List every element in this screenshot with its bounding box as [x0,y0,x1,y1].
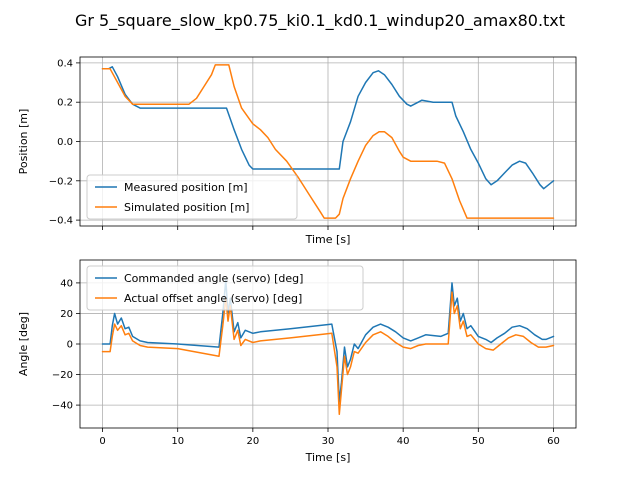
series-line-1 [101,66,555,190]
x-tick-label: 50 [472,436,485,447]
y-tick-label: −0.4 [49,216,73,227]
y-tick-label: 20 [60,309,73,320]
x-tick-label: 0 [99,436,105,447]
chart-panel-1: −0.4 −0.2 0.0 0.2 0.4 Time [s] Position [m] Mea… [17,56,577,246]
chart-title: Gr 5_square_slow_kp0.75_ki0.1_kd0.1_wind… [75,11,565,31]
x-axis-label: Time [s] [305,233,351,246]
y-tick-label: 0.0 [57,137,73,148]
y-tick-label: 40 [60,278,73,289]
y-tick-label: −20 [52,370,73,381]
legend-label: Commanded angle (servo) [deg] [124,272,303,285]
legend: Commanded angle (servo) [deg] Actual offs… [86,265,364,311]
y-axis-label: Position [m] [17,109,30,175]
chart-panel-2: 0 10 20 30 40 50 60 −40 −20 0 20 40 Time [s] Angle [d… [17,259,577,464]
y-tick-label: 0 [67,340,73,351]
legend-box [86,265,364,311]
series-line-1 [101,279,555,403]
legend-label: Simulated position [m] [124,201,249,214]
x-axis-label: Time [s] [305,451,351,464]
x-tick-label: 10 [171,436,184,447]
x-tick-label: 40 [397,436,410,447]
legend-label: Actual offset angle (servo) [deg] [124,292,302,305]
y-tick-label: −40 [52,401,73,412]
y-tick-label: 0.4 [57,58,73,69]
x-tick-label: 20 [246,436,259,447]
y-tick-label: −0.2 [49,176,73,187]
x-tick-label: 60 [547,436,560,447]
x-tick-label: 30 [322,436,335,447]
legend-box [86,174,298,220]
legend: Measured position [m] Simulated position … [86,174,298,220]
series-line-2 [101,291,555,416]
y-tick-label: 0.2 [57,98,73,109]
legend-label: Measured position [m] [124,181,248,194]
series-line-2 [101,64,555,219]
y-axis-label: Angle [deg] [17,312,30,376]
